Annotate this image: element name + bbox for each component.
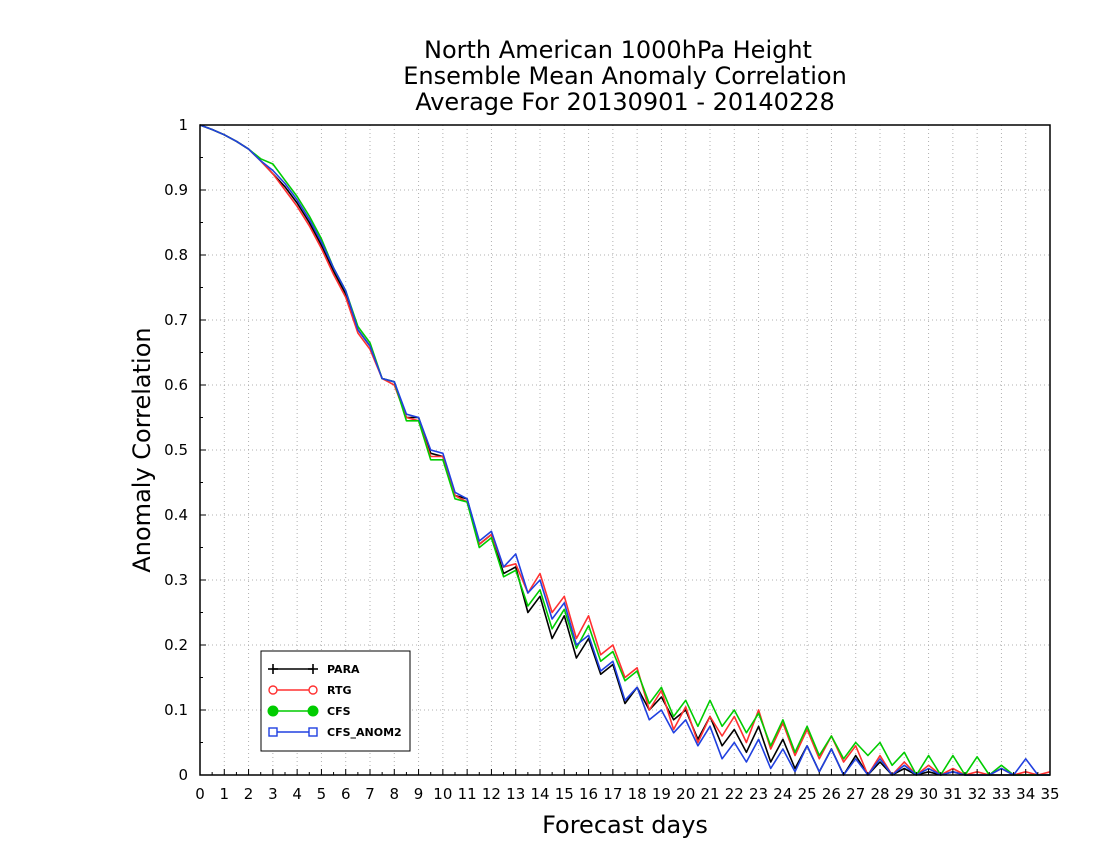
y-tick-label: 0.3: [164, 571, 188, 589]
legend-label-cfs-anom2: CFS_ANOM2: [327, 726, 402, 739]
x-tick-label: 8: [390, 785, 400, 803]
legend-label-cfs: CFS: [327, 705, 351, 718]
legend: PARA RTG CFS CFS_ANOM2: [260, 650, 411, 752]
x-tick-label: 34: [1016, 785, 1035, 803]
legend-marker-cfs: [267, 705, 279, 717]
x-tick-label: 14: [530, 785, 549, 803]
legend-marker-para: [308, 664, 318, 674]
x-tick-label: 32: [968, 785, 987, 803]
x-tick-label: 17: [603, 785, 622, 803]
y-tick-label: 0.2: [164, 636, 188, 654]
legend-box: [260, 650, 411, 752]
chart-title-line-1: North American 1000hPa Height: [424, 36, 812, 64]
y-axis-label: Anomaly Correlation: [128, 327, 156, 572]
x-tick-label: 3: [268, 785, 278, 803]
x-tick-label: 12: [482, 785, 501, 803]
x-tick-label: 22: [725, 785, 744, 803]
x-tick-label: 20: [676, 785, 695, 803]
y-tick-label: 0: [178, 766, 188, 784]
x-tick-label: 1: [220, 785, 230, 803]
y-tick-label: 0.1: [164, 701, 188, 719]
x-tick-label: 9: [414, 785, 424, 803]
y-tick-label: 0.9: [164, 181, 188, 199]
x-axis-label: Forecast days: [542, 811, 708, 839]
series-line-para: [199, 124, 1050, 776]
legend-marker-cfs-anom2: [308, 727, 318, 737]
x-tick-label: 30: [919, 785, 938, 803]
y-tick-label: 1: [178, 116, 188, 134]
x-tick-label: 15: [555, 785, 574, 803]
x-tick-label: 28: [870, 785, 889, 803]
x-tick-label: 2: [244, 785, 254, 803]
legend-marker-cfs-anom2: [268, 727, 278, 737]
x-tick-label: 10: [433, 785, 452, 803]
legend-marker-rtg: [268, 685, 278, 695]
y-tick-label: 0.4: [164, 506, 188, 524]
series-line-cfs-anom2: [199, 124, 1050, 776]
chart-title-line-2: Ensemble Mean Anomaly Correlation: [403, 62, 847, 90]
x-tick-label: 4: [292, 785, 302, 803]
axis-ticks: 0 1 2 3 4 5 6 7 8 9 10 11 12 13 14 15 16 17 18 19 20 21 22 23 24…: [164, 116, 1059, 803]
x-tick-label: 23: [749, 785, 768, 803]
x-tick-label: 16: [579, 785, 598, 803]
y-tick-label: 0.5: [164, 441, 188, 459]
x-tick-label: 18: [628, 785, 647, 803]
x-tick-label: 24: [773, 785, 792, 803]
legend-label-para: PARA: [327, 663, 360, 676]
legend-marker-rtg: [308, 685, 318, 695]
grid: [200, 125, 1050, 775]
x-tick-label: 33: [992, 785, 1011, 803]
chart-title-line-3: Average For 20130901 - 20140228: [415, 88, 835, 116]
x-tick-label: 19: [652, 785, 671, 803]
x-tick-label: 6: [341, 785, 351, 803]
legend-marker-cfs: [307, 705, 319, 717]
series-line-rtg: [199, 124, 1051, 776]
x-tick-label: 26: [822, 785, 841, 803]
x-tick-label: 27: [846, 785, 865, 803]
x-tick-label: 0: [195, 785, 205, 803]
x-tick-label: 29: [895, 785, 914, 803]
x-tick-label: 7: [365, 785, 375, 803]
x-tick-label: 13: [506, 785, 525, 803]
x-tick-label: 21: [700, 785, 719, 803]
x-tick-label: 5: [317, 785, 327, 803]
x-tick-label: 11: [458, 785, 477, 803]
x-tick-label: 25: [798, 785, 817, 803]
y-tick-label: 0.6: [164, 376, 188, 394]
y-tick-label: 0.7: [164, 311, 188, 329]
legend-label-rtg: RTG: [327, 684, 352, 697]
series-lines: [199, 124, 1051, 776]
x-tick-label: 31: [943, 785, 962, 803]
y-tick-label: 0.8: [164, 246, 188, 264]
x-tick-label: 35: [1040, 785, 1059, 803]
legend-marker-para: [268, 664, 278, 674]
